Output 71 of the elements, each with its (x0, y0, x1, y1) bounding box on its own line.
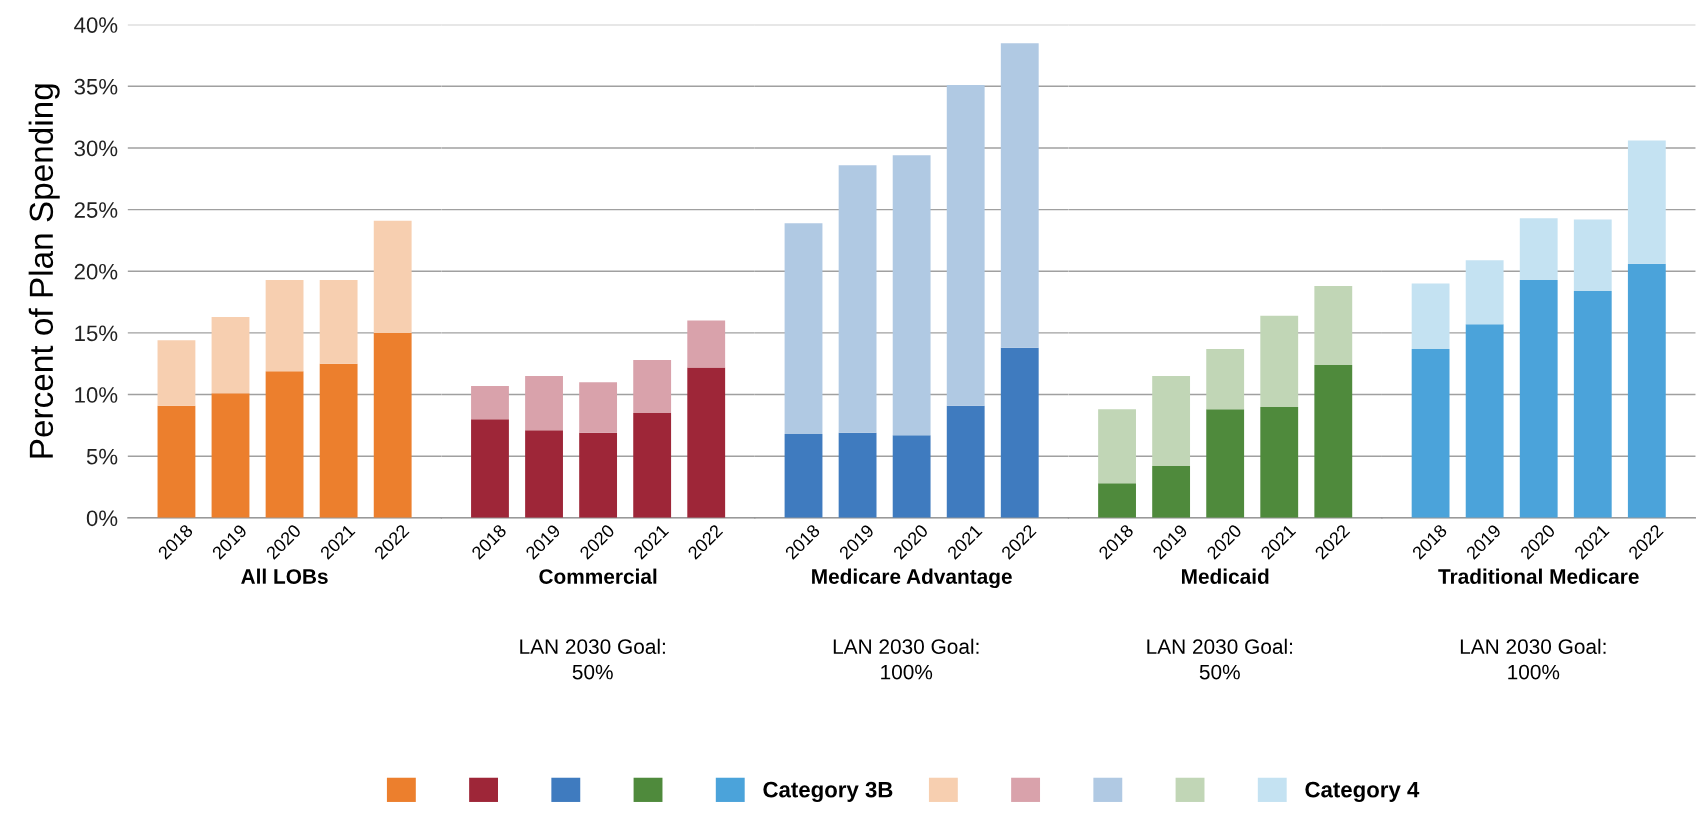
bar (265, 371, 304, 518)
bar (373, 220, 412, 333)
x-axis-title: Traditional Medicare (1438, 568, 1639, 584)
bar (784, 434, 823, 518)
legend-label: Category 4 (1305, 781, 1420, 802)
bar (633, 360, 672, 414)
bar (373, 332, 412, 518)
bar (1465, 260, 1504, 325)
bar (471, 419, 509, 518)
y-tick-label: 20% (74, 263, 118, 280)
bar (1206, 409, 1245, 518)
bar (1314, 286, 1353, 365)
bar (1260, 315, 1299, 407)
bar (687, 367, 726, 518)
y-axis-title: Percent of Plan Spending (28, 84, 60, 458)
y-tick-label: 15% (75, 325, 118, 342)
bar (1098, 409, 1136, 484)
bar (687, 320, 726, 368)
bar (471, 385, 509, 420)
text: LAN 2030 Goal: 100% (833, 638, 979, 680)
bar (1573, 290, 1612, 518)
bar (1573, 219, 1612, 291)
bar (211, 316, 250, 394)
bar (1411, 283, 1450, 349)
bar (1411, 348, 1450, 518)
bar (265, 279, 304, 372)
y-tick-label: 0% (86, 510, 118, 527)
y-tick-label: 35% (74, 78, 118, 95)
y-tick-label: 10% (75, 387, 118, 403)
y-tick-label: 25% (74, 202, 118, 218)
bar (946, 405, 985, 518)
bar (1314, 364, 1353, 518)
bar (579, 382, 618, 433)
bar (211, 393, 250, 518)
bar (1627, 263, 1666, 518)
bar (892, 435, 931, 518)
bar (1465, 324, 1504, 518)
legend-label: Category 3B (763, 781, 893, 802)
bar (157, 405, 196, 518)
text: LAN 2030 Goal: 50% (520, 638, 665, 680)
bar (784, 223, 823, 435)
bar (1519, 279, 1558, 518)
x-axis-title: Medicaid (1182, 568, 1269, 584)
bar (633, 413, 672, 518)
bar (157, 340, 196, 406)
bar (1000, 347, 1039, 518)
bar (1519, 218, 1558, 280)
bar (1098, 483, 1136, 518)
bar (319, 363, 358, 518)
y-tick-label: 40% (74, 17, 118, 33)
x-axis-title: Commercial (539, 568, 657, 584)
bar (525, 376, 563, 431)
bar (1152, 466, 1191, 518)
text: LAN 2030 Goal: 100% (1460, 638, 1606, 680)
bar (1000, 43, 1039, 348)
x-axis-title: All LOBs (241, 568, 328, 584)
bar (892, 155, 931, 436)
bar (525, 430, 563, 518)
bar (838, 165, 877, 433)
bar (1260, 406, 1299, 518)
y-tick-label: 5% (86, 448, 118, 465)
bar (1206, 348, 1245, 410)
bar (579, 432, 618, 518)
text: LAN 2030 Goal: 50% (1147, 638, 1292, 680)
bar (1152, 376, 1191, 467)
bar (1627, 140, 1666, 264)
bar (319, 279, 358, 364)
x-axis-title: Medicare Advantage (812, 568, 1012, 589)
bar (838, 432, 877, 518)
y-tick-label: 30% (74, 140, 118, 157)
bar (946, 85, 985, 406)
